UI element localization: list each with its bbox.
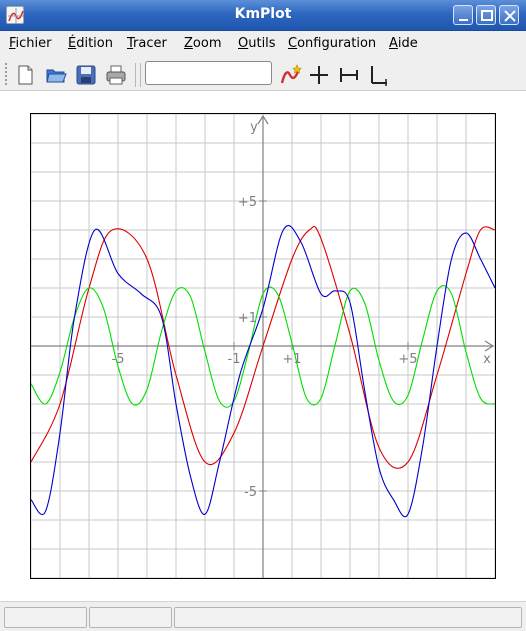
menu-fichier-mnemonic: F [9,36,16,51]
plot-area[interactable]: -5 -1 +1 +5 +5 +1 -5 x y [0,92,526,600]
close-icon [504,10,516,22]
function-curve [31,225,495,518]
plot-labels: -5 -1 +1 +5 +5 +1 -5 x y [112,120,492,500]
x-tick-label: -5 [112,352,125,367]
menu-outils-label: utils [248,36,276,51]
menu-outils[interactable]: Outils [238,36,276,51]
function-curve [31,285,495,408]
minimize-icon [459,19,468,21]
print-icon [106,65,126,85]
y-axis-arrow [257,114,269,125]
y-axis-label: y [250,120,258,135]
minimize-button[interactable] [453,5,473,25]
new-function-icon [280,64,302,84]
menu-aide[interactable]: Aide [389,36,418,51]
kmplot-app-icon[interactable] [6,6,24,24]
x-axis-label: x [483,352,491,367]
new-function-button[interactable] [278,62,304,88]
toolbar-separator [140,63,141,87]
menu-aide-label: ide [397,36,418,51]
menu-configuration[interactable]: Configuration [288,36,376,51]
x-tick-label: +5 [398,352,417,367]
new-document-icon [18,65,33,85]
menu-outils-mnemonic: O [238,36,249,51]
function-input[interactable] [145,61,272,85]
menu-tracer-label: racer [133,36,167,51]
window-title: KmPlot [234,6,292,22]
plot-curves [31,225,495,518]
x-tick-label: -1 [228,352,241,367]
menu-aide-mnemonic: A [389,36,398,51]
menu-fichier-label: ichier [15,36,52,51]
menu-bar: Fichier Édition Tracer Zoom Outils Confi… [0,31,526,58]
trace-mode-button[interactable] [306,62,332,88]
menu-fichier[interactable]: Fichier [9,36,52,51]
menu-edition-label: dition [76,36,113,51]
open-button[interactable] [43,62,69,88]
menu-zoom-mnemonic: Z [184,36,193,51]
maximize-icon [481,10,493,21]
toolbar-grip[interactable] [4,62,9,87]
menu-zoom[interactable]: Zoom [184,36,221,51]
save-button[interactable] [73,62,99,88]
toolbar-separator [135,63,136,87]
status-cell-2 [89,607,172,628]
axes-button[interactable] [366,62,392,88]
move-axes-button[interactable] [336,62,362,88]
function-curve [31,226,495,469]
y-tick-label: +1 [238,311,257,326]
menu-configuration-label: onfiguration [297,36,377,51]
x-axis-arrow [484,340,495,352]
axes-icon [371,66,387,86]
y-tick-label: -5 [244,485,257,500]
trace-mode-icon [310,66,328,84]
menu-tracer-mnemonic: T [127,36,134,51]
move-axes-icon [340,68,358,82]
menu-edition-mnemonic: É [68,36,77,51]
menu-zoom-label: oom [192,36,222,51]
menu-tracer[interactable]: Tracer [127,36,167,51]
x-tick-label: +1 [282,352,301,367]
maximize-button[interactable] [476,5,496,25]
title-bar[interactable]: KmPlot [0,0,526,31]
menu-edition[interactable]: Édition [68,36,113,51]
close-button[interactable] [499,5,519,25]
y-tick-label: +5 [238,195,257,210]
save-icon [76,65,96,85]
status-cell-3 [174,607,522,628]
status-bar [0,601,526,631]
new-button[interactable] [12,62,38,88]
open-folder-icon [46,69,67,83]
status-cell-1 [4,607,87,628]
menu-configuration-mnemonic: C [288,36,298,51]
main-toolbar [0,58,526,91]
function-plot[interactable]: -5 -1 +1 +5 +5 +1 -5 x y [31,114,495,578]
plot-canvas[interactable]: -5 -1 +1 +5 +5 +1 -5 x y [30,113,496,579]
plot-axes [31,114,495,578]
print-button[interactable] [103,62,129,88]
